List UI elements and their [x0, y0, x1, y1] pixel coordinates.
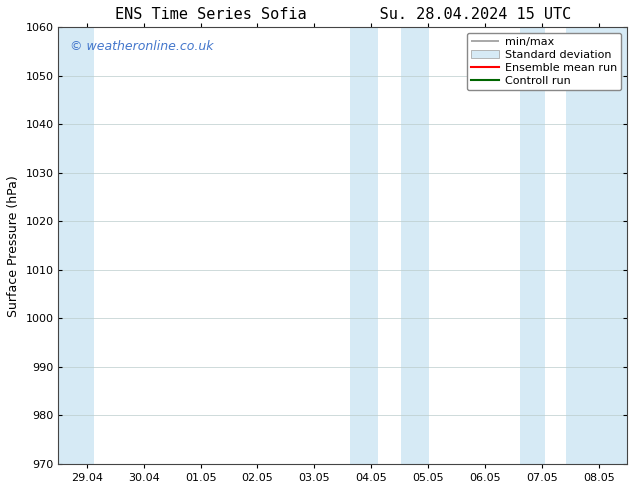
Y-axis label: Surface Pressure (hPa): Surface Pressure (hPa) [7, 175, 20, 317]
Text: © weatheronline.co.uk: © weatheronline.co.uk [70, 40, 214, 53]
Bar [349, 27, 378, 464]
Legend: min/max, Standard deviation, Ensemble mean run, Controll run: min/max, Standard deviation, Ensemble me… [467, 33, 621, 90]
Bar [566, 27, 627, 464]
Title: ENS Time Series Sofia        Su. 28.04.2024 15 UTC: ENS Time Series Sofia Su. 28.04.2024 15 … [115, 7, 571, 22]
Bar [401, 27, 429, 464]
Bar [58, 27, 94, 464]
Bar [520, 27, 545, 464]
